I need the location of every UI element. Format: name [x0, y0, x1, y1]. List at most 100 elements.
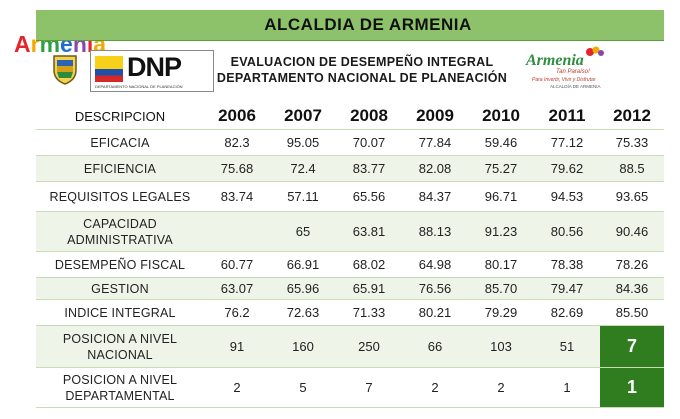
value-cell: 7 — [336, 368, 402, 408]
table-row: GESTION 63.07 65.96 65.91 76.56 85.70 79.47 84.… — [36, 278, 664, 300]
value-cell: 59.46 — [468, 130, 534, 156]
table-row: POSICION A NIVEL DEPARTAMENTAL 2 5 7 2 2 1 1 — [36, 368, 664, 408]
value-cell: 1 — [534, 368, 600, 408]
value-cell: 77.12 — [534, 130, 600, 156]
value-cell: 79.62 — [534, 156, 600, 182]
dnp-logo-text: DNP — [127, 52, 181, 83]
header-description: DESCRIPCION — [36, 103, 204, 130]
value-cell: 65 — [270, 212, 336, 252]
header-year: 2011 — [534, 103, 600, 130]
table-header-row: DESCRIPCION 2006 2007 2008 2009 2010 201… — [36, 103, 664, 130]
value-cell: 2 — [402, 368, 468, 408]
value-cell: 91 — [204, 326, 270, 368]
value-cell: 76.2 — [204, 300, 270, 326]
evaluation-heading: EVALUACION DE DESEMPEÑO INTEGRAL DEPARTA… — [212, 54, 512, 86]
row-description: EFICIENCIA — [36, 156, 204, 182]
value-cell: 88.5 — [600, 156, 664, 182]
header-year: 2008 — [336, 103, 402, 130]
right-logo-city: ALCALDÍA DE ARMENIA — [550, 84, 601, 89]
value-cell: 82.3 — [204, 130, 270, 156]
value-cell: 91.23 — [468, 212, 534, 252]
value-cell: 72.63 — [270, 300, 336, 326]
table-row: CAPACIDAD ADMINISTRATIVA 65 63.81 88.13 91.2… — [36, 212, 664, 252]
value-cell: 57.11 — [270, 182, 336, 212]
flower-icon — [582, 44, 606, 60]
value-cell: 94.53 — [534, 182, 600, 212]
value-cell — [204, 212, 270, 252]
value-cell: 75.27 — [468, 156, 534, 182]
dnp-logo-subtext: DEPARTAMENTO NACIONAL DE PLANEACIÓN — [95, 84, 183, 89]
heading-line-2: DEPARTAMENTO NACIONAL DE PLANEACIÓN — [212, 70, 512, 86]
value-cell: 160 — [270, 326, 336, 368]
value-cell: 80.56 — [534, 212, 600, 252]
value-cell: 82.08 — [402, 156, 468, 182]
value-cell: 83.77 — [336, 156, 402, 182]
heading-line-1: EVALUACION DE DESEMPEÑO INTEGRAL — [212, 54, 512, 70]
value-cell: 83.74 — [204, 182, 270, 212]
value-cell: 63.07 — [204, 278, 270, 300]
header-area: DNP DEPARTAMENTO NACIONAL DE PLANEACIÓN … — [36, 40, 664, 102]
value-cell: 90.46 — [600, 212, 664, 252]
dnp-logo: DNP DEPARTAMENTO NACIONAL DE PLANEACIÓN — [90, 50, 214, 92]
value-cell: 78.38 — [534, 252, 600, 278]
table-row: EFICIENCIA 75.68 72.4 83.77 82.08 75.27 79.62 8… — [36, 156, 664, 182]
value-cell: 79.47 — [534, 278, 600, 300]
value-cell: 70.07 — [336, 130, 402, 156]
header-year: 2012 — [600, 103, 664, 130]
table-row: DESEMPEÑO FISCAL 60.77 66.91 68.02 64.98 80.1… — [36, 252, 664, 278]
armenia-right-logo: Armenia Tan Paraíso! Para Invertir, Vivi… — [516, 44, 636, 102]
value-cell: 77.84 — [402, 130, 468, 156]
highlight-rank-cell: 7 — [600, 326, 664, 368]
header-year: 2007 — [270, 103, 336, 130]
value-cell: 80.17 — [468, 252, 534, 278]
row-description: INDICE INTEGRAL — [36, 300, 204, 326]
value-cell: 103 — [468, 326, 534, 368]
header-year: 2006 — [204, 103, 270, 130]
value-cell: 80.21 — [402, 300, 468, 326]
table-row: POSICION A NIVEL NACIONAL 91 160 250 66 103 51… — [36, 326, 664, 368]
value-cell: 64.98 — [402, 252, 468, 278]
performance-table: DESCRIPCION 2006 2007 2008 2009 2010 201… — [36, 103, 664, 408]
value-cell: 66 — [402, 326, 468, 368]
value-cell: 84.36 — [600, 278, 664, 300]
value-cell: 2 — [468, 368, 534, 408]
colombia-flag-icon — [95, 56, 123, 82]
title-bar: ALCALDIA DE ARMENIA — [36, 10, 664, 41]
right-logo-tagline: Para Invertir, Vivir y Disfrutar — [532, 77, 596, 83]
value-cell: 84.37 — [402, 182, 468, 212]
colombia-seal-icon — [50, 52, 80, 86]
table-row: INDICE INTEGRAL 76.2 72.63 71.33 80.21 79.29 8… — [36, 300, 664, 326]
row-description: REQUISITOS LEGALES — [36, 182, 204, 212]
value-cell: 79.29 — [468, 300, 534, 326]
row-description: POSICION A NIVEL DEPARTAMENTAL — [36, 368, 204, 408]
table-row: REQUISITOS LEGALES 83.74 57.11 65.56 84.37 96… — [36, 182, 664, 212]
value-cell: 75.33 — [600, 130, 664, 156]
value-cell: 63.81 — [336, 212, 402, 252]
value-cell: 82.69 — [534, 300, 600, 326]
value-cell: 93.65 — [600, 182, 664, 212]
value-cell: 65.56 — [336, 182, 402, 212]
value-cell: 5 — [270, 368, 336, 408]
value-cell: 72.4 — [270, 156, 336, 182]
row-description: EFICACIA — [36, 130, 204, 156]
header-year: 2009 — [402, 103, 468, 130]
row-description: GESTION — [36, 278, 204, 300]
row-description: DESEMPEÑO FISCAL — [36, 252, 204, 278]
value-cell: 65.91 — [336, 278, 402, 300]
right-logo-text: Armenia — [526, 52, 584, 70]
value-cell: 96.71 — [468, 182, 534, 212]
row-description: POSICION A NIVEL NACIONAL — [36, 326, 204, 368]
value-cell: 68.02 — [336, 252, 402, 278]
value-cell: 60.77 — [204, 252, 270, 278]
value-cell: 75.68 — [204, 156, 270, 182]
value-cell: 78.26 — [600, 252, 664, 278]
value-cell: 76.56 — [402, 278, 468, 300]
page-title: ALCALDIA DE ARMENIA — [228, 15, 472, 35]
value-cell: 85.50 — [600, 300, 664, 326]
row-description: CAPACIDAD ADMINISTRATIVA — [36, 212, 204, 252]
right-logo-sub: Tan Paraíso! — [556, 69, 590, 75]
value-cell: 66.91 — [270, 252, 336, 278]
header-year: 2010 — [468, 103, 534, 130]
value-cell: 51 — [534, 326, 600, 368]
value-cell: 71.33 — [336, 300, 402, 326]
